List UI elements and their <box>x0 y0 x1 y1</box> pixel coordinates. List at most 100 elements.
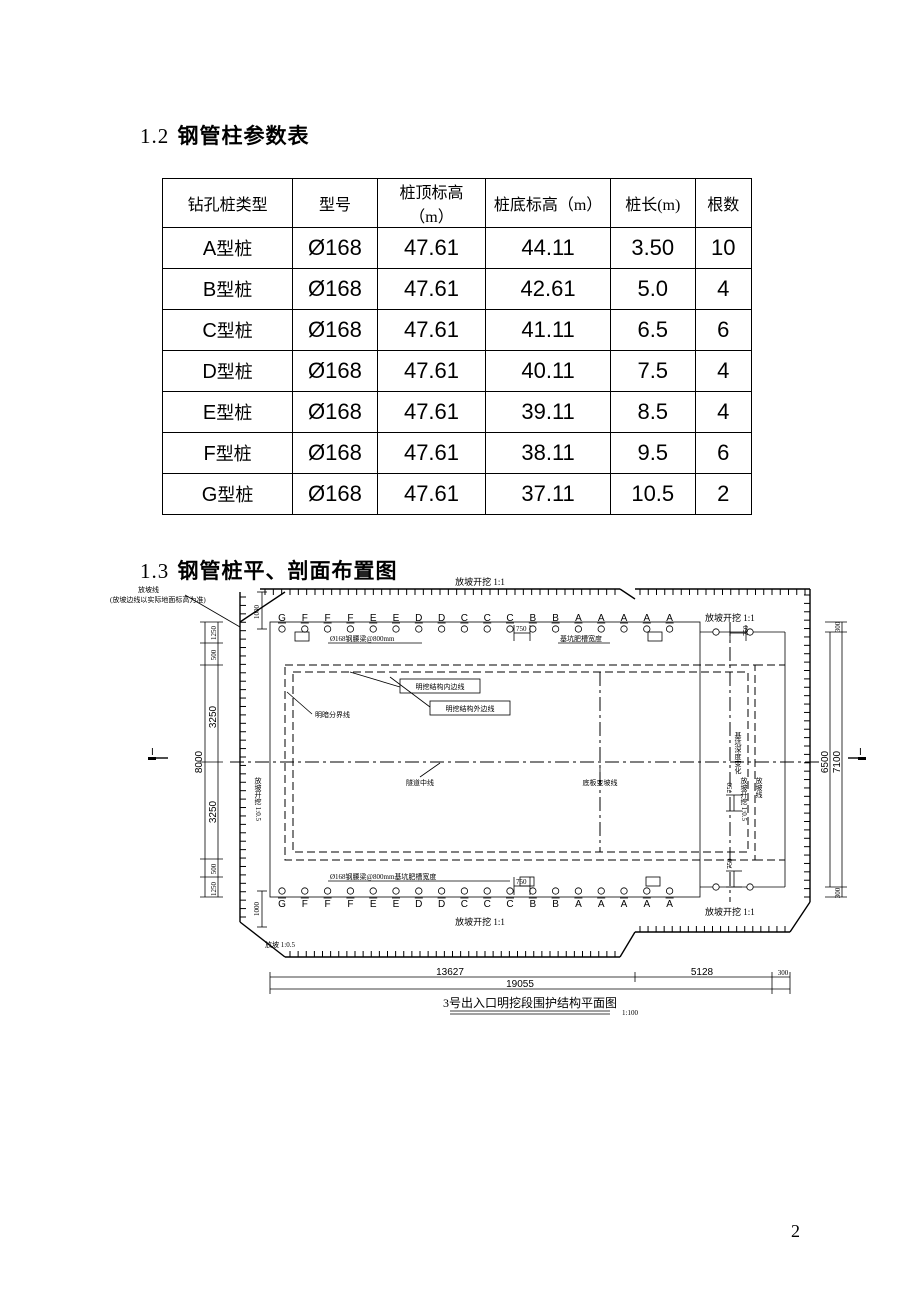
svg-text:D: D <box>415 899 422 910</box>
dim-label: 1250 <box>210 882 218 897</box>
slope-label: 放坡开挖 1:1 <box>455 916 505 927</box>
callout: 明暗分界线 <box>315 710 350 719</box>
table-cell: 47.61 <box>377 351 485 392</box>
svg-text:E: E <box>393 613 400 624</box>
svg-text:G: G <box>278 899 286 910</box>
table-cell: 47.61 <box>377 310 485 351</box>
param-table: 钻孔桩类型 型号 桩顶标高（m） 桩底标高（m） 桩长(m) 根数 A型桩Ø16… <box>162 178 752 515</box>
note: 放坡线 <box>138 585 159 594</box>
table-cell: 4 <box>695 351 751 392</box>
plan-svg: GFFFEEDDCCCBBAAAAA GFFFEEDDCCCBBAAAAA 75… <box>90 577 870 1017</box>
dim-label: 1250 <box>210 626 218 641</box>
table-cell: G型桩 <box>163 474 293 515</box>
diagram-title: 3号出入口明挖段围护结构平面图 <box>443 995 617 1010</box>
note: (放坡边线以实际地面标高为准) <box>110 595 206 604</box>
svg-text:B: B <box>552 899 559 910</box>
svg-text:A: A <box>643 613 650 624</box>
svg-text:B: B <box>529 899 536 910</box>
dim-label: 6500 <box>820 750 831 773</box>
svg-text:C: C <box>506 613 513 624</box>
table-cell: Ø168 <box>293 310 378 351</box>
table-cell: Ø168 <box>293 351 378 392</box>
callout: 放坡 1:0.5 <box>265 940 295 949</box>
svg-text:A: A <box>598 899 605 910</box>
dim-label: 300 <box>834 621 842 632</box>
svg-text:I: I <box>859 747 862 758</box>
section-mark-right: I <box>848 747 866 760</box>
table-cell: 38.11 <box>486 433 611 474</box>
table-cell: 8.5 <box>610 392 695 433</box>
svg-text:A: A <box>643 899 650 910</box>
svg-text:A: A <box>575 899 582 910</box>
dim-label: 8000 <box>194 750 205 773</box>
callout: 基坑肥槽宽度 <box>560 634 602 643</box>
svg-text:F: F <box>302 899 308 910</box>
diagram-scale: 1:100 <box>622 1009 638 1017</box>
table-cell: Ø168 <box>293 392 378 433</box>
svg-text:E: E <box>370 613 377 624</box>
callout: 底板变坡线 <box>583 778 618 787</box>
table-cell: 6 <box>695 310 751 351</box>
dim-label: 500 <box>210 649 218 660</box>
svg-text:A: A <box>621 899 628 910</box>
dim-label: 300 <box>778 969 789 977</box>
page: 1.2 钢管柱参数表 钻孔桩类型 型号 桩顶标高（m） 桩底标高（m） 桩长(m… <box>0 0 920 1302</box>
svg-text:D: D <box>438 613 445 624</box>
svg-text:I: I <box>151 747 154 758</box>
table-row: G型桩Ø16847.6137.1110.52 <box>163 474 752 515</box>
table-cell: 4 <box>695 269 751 310</box>
plan-diagram: GFFFEEDDCCCBBAAAAA GFFFEEDDCCCBBAAAAA 75… <box>90 577 870 1017</box>
svg-text:F: F <box>347 613 353 624</box>
col-header: 钻孔桩类型 <box>163 179 293 228</box>
table-cell: 40.11 <box>486 351 611 392</box>
callout: 隧道中线 <box>406 778 434 787</box>
section-mark-left: I <box>148 747 168 760</box>
svg-text:E: E <box>393 899 400 910</box>
table-cell: 10.5 <box>610 474 695 515</box>
table-row: C型桩Ø16847.6141.116.56 <box>163 310 752 351</box>
table-cell: 9.5 <box>610 433 695 474</box>
dim-label: 500 <box>210 863 218 874</box>
col-header: 桩顶标高（m） <box>377 179 485 228</box>
table-cell: 44.11 <box>486 228 611 269</box>
svg-text:A: A <box>666 899 673 910</box>
dim-label: 1000 <box>253 605 261 620</box>
table-cell: 37.11 <box>486 474 611 515</box>
table-cell: 7.5 <box>610 351 695 392</box>
table-cell: A型桩 <box>163 228 293 269</box>
param-table-head: 钻孔桩类型 型号 桩顶标高（m） 桩底标高（m） 桩长(m) 根数 <box>163 179 752 228</box>
table-cell: 47.61 <box>377 392 485 433</box>
table-cell: 3.50 <box>610 228 695 269</box>
table-cell: 2 <box>695 474 751 515</box>
table-cell: 41.11 <box>486 310 611 351</box>
svg-text:D: D <box>415 613 422 624</box>
dim-label: 750 <box>516 878 527 886</box>
svg-text:C: C <box>484 899 491 910</box>
param-table-body: A型桩Ø16847.6144.113.5010B型桩Ø16847.6142.61… <box>163 228 752 515</box>
svg-text:B: B <box>529 613 536 624</box>
dim-label: 300 <box>834 887 842 898</box>
heading-1-2-num: 1.2 <box>140 124 169 148</box>
dim-label: 19055 <box>506 979 534 990</box>
table-cell: C型桩 <box>163 310 293 351</box>
svg-text:A: A <box>598 613 605 624</box>
table-cell: B型桩 <box>163 269 293 310</box>
table-cell: 10 <box>695 228 751 269</box>
table-cell: 5.0 <box>610 269 695 310</box>
col-header: 桩底标高（m） <box>486 179 611 228</box>
svg-text:E: E <box>370 899 377 910</box>
table-cell: 47.61 <box>377 228 485 269</box>
dim-label: 5128 <box>691 967 714 978</box>
table-cell: 42.61 <box>486 269 611 310</box>
dim-label: 7100 <box>832 750 843 773</box>
table-cell: D型桩 <box>163 351 293 392</box>
callout: 明挖结构内边线 <box>416 682 465 691</box>
table-cell: Ø168 <box>293 474 378 515</box>
dim-label: 750 <box>726 858 734 869</box>
col-header: 桩长(m) <box>610 179 695 228</box>
slope-label: 放坡开挖 1:1 <box>455 577 505 587</box>
slope-label-v: 放坡开挖 1:0.5 <box>740 776 748 821</box>
table-row: F型桩Ø16847.6138.119.56 <box>163 433 752 474</box>
table-cell: Ø168 <box>293 269 378 310</box>
table-cell: 6.5 <box>610 310 695 351</box>
